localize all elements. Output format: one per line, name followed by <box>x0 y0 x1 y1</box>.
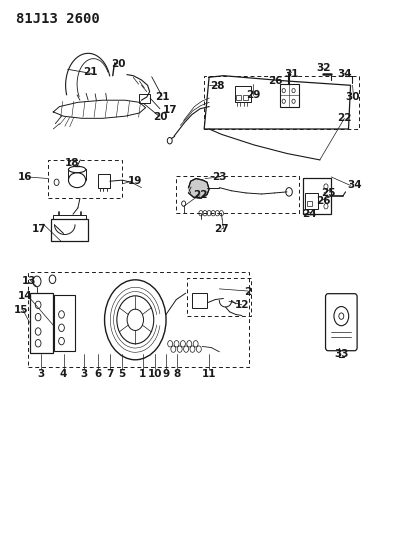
Bar <box>53 215 86 219</box>
Bar <box>28 272 249 367</box>
Text: 26: 26 <box>267 76 282 86</box>
Polygon shape <box>188 179 209 198</box>
Text: 7: 7 <box>106 369 113 379</box>
Text: 21: 21 <box>155 92 170 102</box>
Text: 12: 12 <box>234 300 249 310</box>
Text: 28: 28 <box>209 82 224 91</box>
Bar <box>186 278 250 316</box>
Text: 32: 32 <box>316 63 330 73</box>
Bar <box>97 174 110 188</box>
Text: 26: 26 <box>315 197 330 206</box>
Text: 13: 13 <box>21 277 36 286</box>
Text: 19: 19 <box>128 176 142 186</box>
Bar <box>176 176 299 213</box>
Text: 31: 31 <box>284 69 299 78</box>
Text: 25: 25 <box>320 188 335 198</box>
Bar <box>204 76 358 129</box>
Text: 10: 10 <box>147 369 162 379</box>
Bar <box>54 295 75 351</box>
Bar <box>236 95 240 100</box>
Text: 21: 21 <box>83 67 97 77</box>
Text: 20: 20 <box>152 112 167 122</box>
Bar <box>234 86 250 102</box>
Bar <box>305 193 317 209</box>
Text: 27: 27 <box>213 224 228 234</box>
Text: 18: 18 <box>64 158 79 167</box>
Text: 17: 17 <box>31 224 46 234</box>
Text: 17: 17 <box>162 105 177 115</box>
Text: 20: 20 <box>110 59 125 69</box>
Text: 6: 6 <box>94 369 102 379</box>
Text: 34: 34 <box>336 69 351 78</box>
Text: 81J13 2600: 81J13 2600 <box>16 12 100 26</box>
Text: 2: 2 <box>244 287 251 297</box>
Text: 16: 16 <box>17 172 32 182</box>
Text: 9: 9 <box>162 369 169 379</box>
Text: 14: 14 <box>18 291 33 301</box>
Bar <box>307 201 311 206</box>
Bar <box>29 293 53 353</box>
Bar <box>242 95 247 100</box>
Text: 33: 33 <box>333 350 348 359</box>
Text: 1: 1 <box>139 369 146 379</box>
Text: 23: 23 <box>211 172 226 182</box>
Text: 29: 29 <box>245 90 260 100</box>
Text: 5: 5 <box>118 369 126 379</box>
Text: 34: 34 <box>346 181 361 190</box>
Bar <box>51 219 88 241</box>
Bar <box>303 178 330 214</box>
Text: 22: 22 <box>192 190 207 199</box>
Text: 24: 24 <box>301 209 316 219</box>
Text: 4: 4 <box>60 369 67 379</box>
Bar <box>191 293 207 308</box>
Bar <box>48 160 122 198</box>
Text: 11: 11 <box>201 369 216 379</box>
Text: 22: 22 <box>336 114 351 123</box>
Text: 15: 15 <box>14 305 29 315</box>
Text: 3: 3 <box>37 369 45 379</box>
Bar <box>279 84 299 107</box>
Bar <box>139 94 149 103</box>
Text: 3: 3 <box>80 369 88 379</box>
Text: 8: 8 <box>173 369 180 379</box>
Text: 30: 30 <box>344 92 359 102</box>
